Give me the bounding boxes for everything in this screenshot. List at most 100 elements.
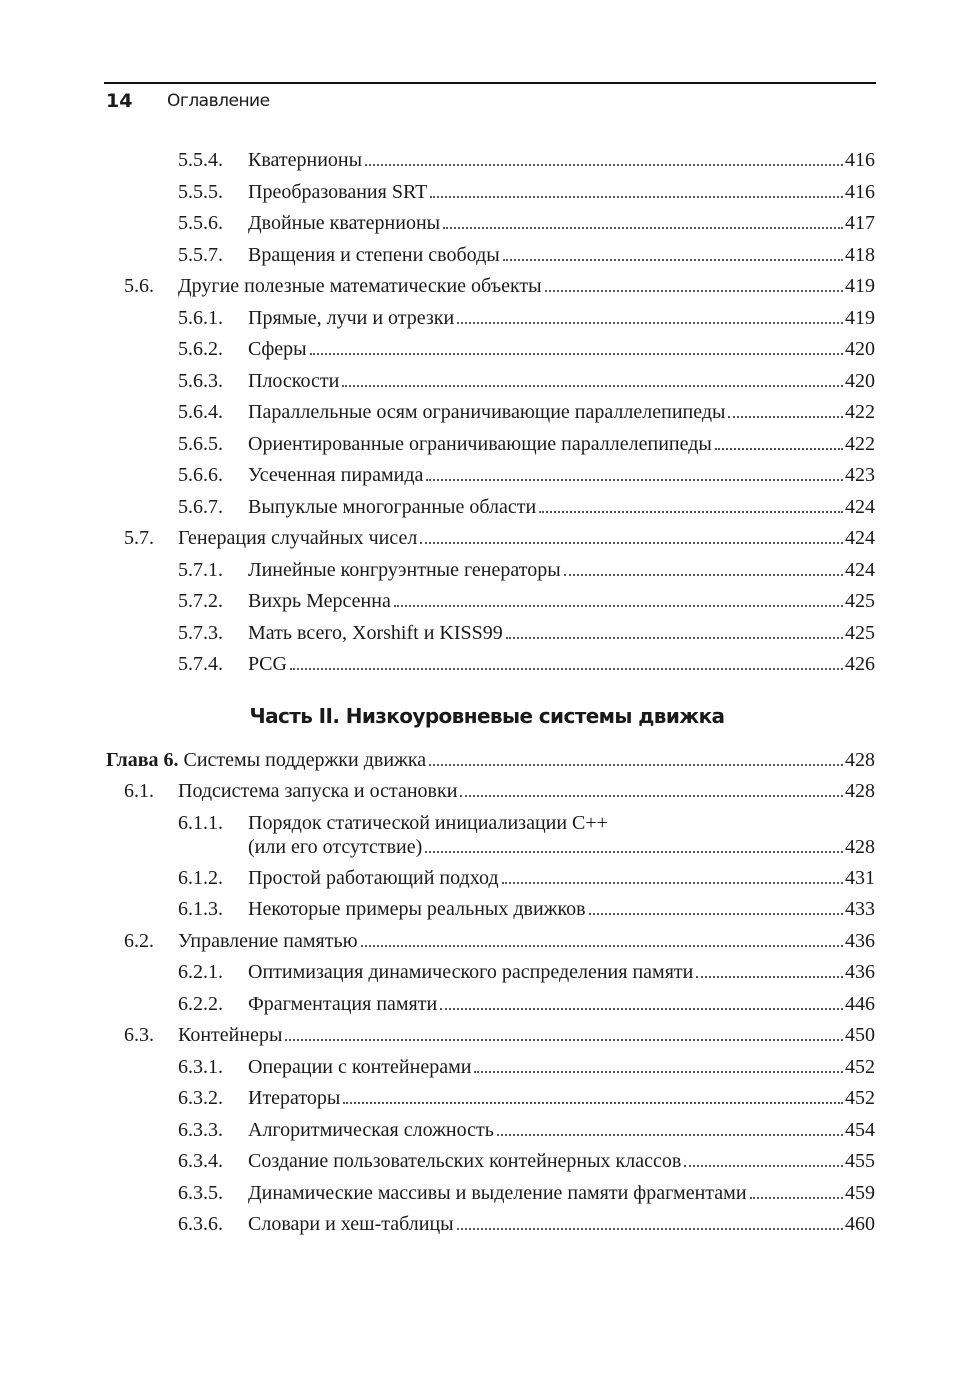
entry-number: 5.7.: [124, 527, 154, 549]
dot-leader: [426, 479, 843, 481]
entry-title: Динамические массивы и выделение памяти …: [248, 1181, 747, 1204]
entry-page: 452: [845, 1055, 875, 1078]
entry-title: Создание пользовательских контейнерных к…: [248, 1150, 682, 1172]
dot-leader: [393, 605, 843, 607]
dot-leader: [749, 1196, 843, 1199]
entry-line: Управление памятью 436: [178, 930, 875, 953]
entry-number: 5.6.5.: [178, 432, 223, 455]
entry-line: Словари и хеш-таблицы 460: [248, 1213, 875, 1236]
toc-entry: 6.2. Управление памятью 436: [0, 927, 974, 959]
toc-section-part-1: 5.5.4. Кватернионы 416 5.5.5. Преобразования…: [0, 146, 974, 682]
entry-page: 428: [845, 780, 875, 802]
dot-leader: [430, 195, 843, 198]
dot-leader: [289, 668, 843, 670]
entry-number: 5.6.2.: [178, 338, 223, 360]
toc-entry: 5.7. Генерация случайных чисел 424: [0, 524, 974, 556]
dot-leader: [474, 1070, 843, 1073]
entry-page: 436: [845, 961, 875, 983]
entry-page: 450: [845, 1024, 875, 1046]
toc-entry: 5.7.1. Линейные конгруэнтные генераторы 42…: [0, 556, 974, 588]
entry-title: Усеченная пирамида: [248, 464, 424, 486]
dot-leader: [728, 416, 843, 418]
entry-line: Операции с контейнерами 452: [248, 1056, 875, 1079]
entry-number: 5.6.7.: [178, 495, 223, 518]
entry-page: 422: [845, 432, 875, 455]
entry-title: Мать всего, Xorshift и KISS99: [248, 621, 503, 644]
entry-title: Итераторы: [248, 1087, 341, 1109]
entry-title: Ориентированные ограничивающие параллеле…: [248, 432, 712, 455]
entry-title: Прямые, лучи и отрезки: [248, 306, 455, 329]
entry-line: Алгоритмическая сложность 454: [248, 1119, 875, 1142]
toc-entry: 5.6.4. Параллельные осям ограничивающие п…: [0, 398, 974, 430]
entry-number: 6.2.1.: [178, 961, 223, 983]
entry-line: Фрагментация памяти 446: [248, 993, 875, 1016]
entry-page: 420: [845, 338, 875, 360]
entry-number: 6.3.1.: [178, 1055, 223, 1078]
entry-line: Сферы 420: [248, 338, 875, 361]
dot-leader: [460, 795, 843, 797]
entry-title: Вращения и степени свободы: [248, 243, 500, 266]
entry-title: Преобразования SRT: [248, 180, 428, 203]
entry-page: 459: [845, 1181, 875, 1204]
entry-line: Двойные кватернионы 417: [248, 212, 875, 235]
table-of-contents: 5.5.4. Кватернионы 416 5.5.5. Преобразования…: [0, 146, 974, 1242]
entry-title: Выпуклые многогранные области: [248, 495, 537, 518]
dot-leader: [456, 1228, 843, 1230]
dot-leader: [505, 636, 843, 639]
entry-title: (или его отсутствие): [248, 835, 423, 858]
toc-entry: 6.3.3. Алгоритмическая сложность 454: [0, 1116, 974, 1148]
entry-title: Оптимизация динамического распределения …: [248, 961, 694, 983]
entry-line: Преобразования SRT 416: [248, 181, 875, 204]
entry-number: 6.2.: [124, 929, 154, 952]
dot-leader: [343, 1102, 843, 1104]
entry-title: Фрагментация памяти: [248, 992, 438, 1015]
entry-title: Управление памятью: [178, 929, 358, 952]
entry-title: Некоторые примеры реальных движков: [248, 898, 586, 920]
toc-entry: 5.5.5. Преобразования SRT 416: [0, 178, 974, 210]
entry-number: 6.3.3.: [178, 1118, 223, 1141]
toc-entry: 5.5.4. Кватернионы 416: [0, 146, 974, 178]
entry-line: Вихрь Мерсенна 425: [248, 590, 875, 613]
dot-leader: [420, 542, 843, 544]
dot-leader: [285, 1039, 843, 1041]
toc-entry: 5.5.6. Двойные кватернионы 417: [0, 209, 974, 241]
entry-title: Сферы: [248, 338, 307, 360]
chapter-label: Глава 6.: [106, 748, 179, 771]
entry-number: 6.1.1.: [178, 811, 223, 834]
entry-page: 428: [845, 748, 875, 771]
dot-leader: [360, 944, 843, 947]
entry-title: Генерация случайных чисел: [178, 527, 418, 549]
entry-number: 6.1.: [124, 780, 154, 802]
entry-title: Операции с контейнерами: [248, 1055, 472, 1078]
toc-entry: 6.3. Контейнеры 450: [0, 1021, 974, 1053]
entry-number: 5.6.6.: [178, 464, 223, 486]
entry-title: Плоскости: [248, 369, 340, 392]
entry-line: Оптимизация динамического распределения …: [248, 961, 875, 984]
entry-number: 6.3.4.: [178, 1150, 223, 1172]
entry-page: 428: [845, 835, 875, 858]
entry-line: Глава 6. Системы поддержки движка 428: [106, 749, 875, 772]
entry-line: Плоскости 420: [248, 370, 875, 393]
toc-entry: 6.1.3. Некоторые примеры реальных движков…: [0, 895, 974, 927]
toc-entry: 5.6.7. Выпуклые многогранные области 424: [0, 493, 974, 525]
entry-number: 6.2.2.: [178, 992, 223, 1015]
entry-number: 5.6.1.: [178, 306, 223, 329]
entry-number: 6.1.3.: [178, 898, 223, 920]
running-title: Оглавление: [167, 91, 270, 111]
entry-number: 5.6.4.: [178, 401, 223, 423]
toc-entry: 5.6.1. Прямые, лучи и отрезки 419: [0, 304, 974, 336]
entry-page: 455: [845, 1150, 875, 1172]
entry-title: Другие полезные математические объекты: [178, 275, 542, 297]
entry-page: 425: [845, 590, 875, 612]
entry-page: 419: [845, 306, 875, 329]
toc-entry: 5.6.3. Плоскости 420: [0, 367, 974, 399]
toc-entry: 6.1.2. Простой работающий подход 431: [0, 864, 974, 896]
entry-page: 452: [845, 1087, 875, 1109]
dot-leader: [563, 573, 843, 576]
dot-leader: [539, 510, 843, 513]
entry-line: PCG 426: [248, 653, 875, 676]
entry-number: 5.5.7.: [178, 243, 223, 266]
entry-page: 422: [845, 401, 875, 423]
dot-leader: [443, 227, 843, 229]
entry-number: 5.6.: [124, 275, 154, 297]
